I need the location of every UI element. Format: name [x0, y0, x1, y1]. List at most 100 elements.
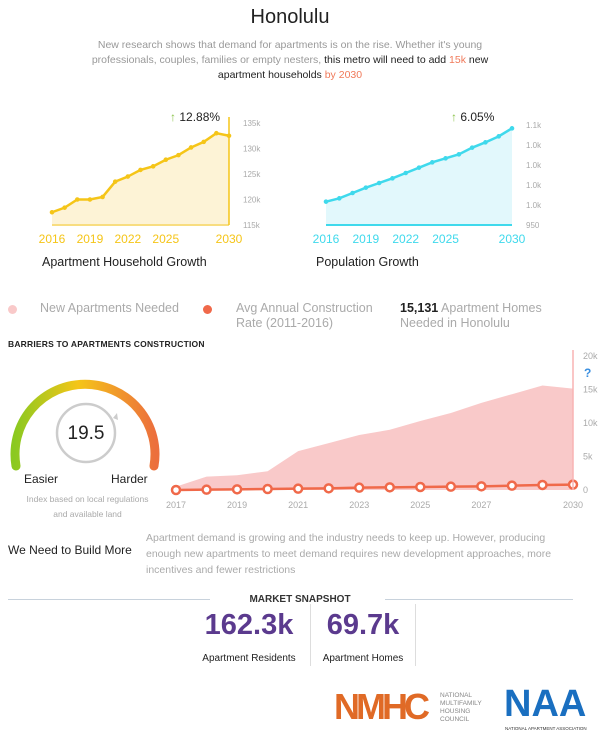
residents-value: 162.3k [204, 609, 294, 641]
data-point [403, 170, 409, 176]
nmhc-logo: NMHC [334, 686, 430, 727]
data-point [456, 152, 462, 157]
y-tick-label: 0 [583, 485, 588, 495]
help-icon[interactable]: ? [584, 366, 592, 380]
data-point [509, 126, 515, 131]
build-more-text: Apartment demand is growing and the indu… [146, 532, 552, 576]
data-point [231, 484, 243, 495]
y-tick-label: 135k [243, 119, 261, 128]
naa-logo-subtitle: NATIONAL APARTMENT ASSOCIATION [505, 726, 587, 731]
legend-construction-label[interactable]: Avg Annual Construction Rate (2011-2016) [236, 301, 373, 330]
x-tick-label: 2021 [288, 500, 308, 510]
data-point [416, 165, 422, 170]
y-tick-label: 5k [583, 452, 593, 462]
build-more-title: We Need to Build More [8, 543, 132, 557]
x-tick-label: 2027 [471, 500, 491, 510]
intro-highlight-count: 15k [449, 54, 466, 66]
arrow-up-icon: ↑ [451, 110, 457, 124]
data-point [476, 481, 487, 492]
intro-highlight-year: by 2030 [324, 69, 363, 81]
barriers-note: Index based on local regulations and ava… [26, 494, 149, 519]
data-point [350, 190, 355, 196]
series-area [52, 133, 229, 225]
arrow-up-icon: ↑ [170, 110, 176, 124]
x-tick-label: 2025 [432, 232, 459, 246]
y-tick-label: 15k [583, 385, 598, 395]
y-tick-label: 120k [243, 196, 261, 205]
gauge-inner-ring [55, 402, 117, 464]
y-tick-label: 10k [583, 418, 598, 428]
data-point [390, 176, 395, 181]
barriers-title: BARRIERS TO APARTMENTS CONSTRUCTION [8, 339, 205, 349]
data-point [323, 483, 334, 494]
legend-needed-swatch [8, 305, 17, 314]
apartments-needed-chart: 0 5k 10k 15k 20k 2017 2019 2021 2023 2025 2027 2030 [166, 350, 598, 510]
residents-label: Apartment Residents [202, 653, 296, 664]
data-point [125, 174, 131, 179]
data-point [537, 479, 548, 491]
barriers-index-value: 19.5 [67, 423, 105, 444]
data-point [443, 156, 448, 161]
data-point [376, 180, 382, 186]
data-point [262, 483, 273, 495]
y-tick-label: 1.0k [526, 141, 542, 150]
summary-value: 15,131 [400, 301, 439, 315]
legend-needed-label[interactable]: New Apartments Needed [40, 301, 179, 315]
intro-mid: new apartment households [217, 54, 489, 81]
data-point [469, 145, 475, 150]
page-title: Honolulu [250, 6, 330, 28]
y-tick-label: 130k [243, 145, 261, 154]
data-point [445, 481, 457, 492]
population-chart-title: Population Growth [316, 255, 419, 269]
y-tick-label: 115k [243, 221, 261, 230]
data-point [163, 157, 169, 163]
population-growth-value: 6.05% [460, 110, 495, 124]
data-point [201, 484, 212, 495]
x-tick-label: 2022 [392, 232, 419, 246]
y-tick-label: 950 [526, 221, 540, 230]
household-growth-badge: ↑ 12.88% [170, 110, 220, 124]
x-tick-label: 2017 [166, 500, 186, 510]
household-growth-chart: 115k 120k 125k 130k 135k 2016 2019 2022 2025 2030 [39, 117, 261, 246]
population-growth-chart: 950 1.0k 1.0k 1.0k 1.0k 1.1k 2016 2019 2022 2025 2… [313, 121, 542, 246]
y-tick-label: 20k [583, 351, 598, 361]
data-point [201, 139, 207, 145]
data-point [496, 134, 502, 139]
barriers-gauge [10, 379, 160, 471]
x-tick-label: 2022 [115, 232, 142, 246]
data-point [214, 130, 219, 136]
data-point [415, 481, 426, 493]
snapshot-separator [415, 604, 416, 666]
snapshot-divider-left [8, 599, 210, 600]
x-tick-label: 2019 [353, 232, 380, 246]
data-point [384, 482, 396, 493]
intro-bold: this metro will need to add [324, 54, 450, 66]
population-growth-badge: ↑ 6.05% [451, 110, 494, 124]
homes-value: 69.7k [326, 609, 400, 641]
intro-text: New research shows that demand for apart… [80, 38, 500, 83]
x-tick-label: 2016 [39, 232, 66, 246]
x-tick-label: 2030 [216, 232, 243, 246]
data-point [429, 160, 435, 165]
series-area [176, 385, 573, 490]
data-point [323, 199, 329, 204]
x-tick-label: 2019 [77, 232, 104, 246]
summary-text: Apartment Homes Needed in Honolulu [400, 301, 542, 330]
data-point [49, 209, 55, 215]
data-point [170, 484, 182, 496]
snapshot-separator [310, 604, 311, 666]
data-point [138, 167, 143, 173]
data-point [74, 197, 80, 202]
data-point [353, 482, 365, 493]
data-point [150, 164, 156, 169]
x-tick-label: 2030 [499, 232, 526, 246]
nmhc-logo-subtitle: NATIONAL MULTIFAMILY HOUSING COUNCIL [440, 692, 482, 723]
x-tick-label: 2025 [410, 500, 430, 510]
data-point [292, 483, 304, 494]
data-point [506, 480, 518, 491]
x-tick-label: 2016 [313, 232, 340, 246]
gauge-arc [10, 379, 160, 471]
y-tick-label: 1.0k [526, 181, 542, 190]
gauge-easier-label: Easier [24, 472, 59, 486]
household-growth-value: 12.88% [179, 110, 221, 124]
